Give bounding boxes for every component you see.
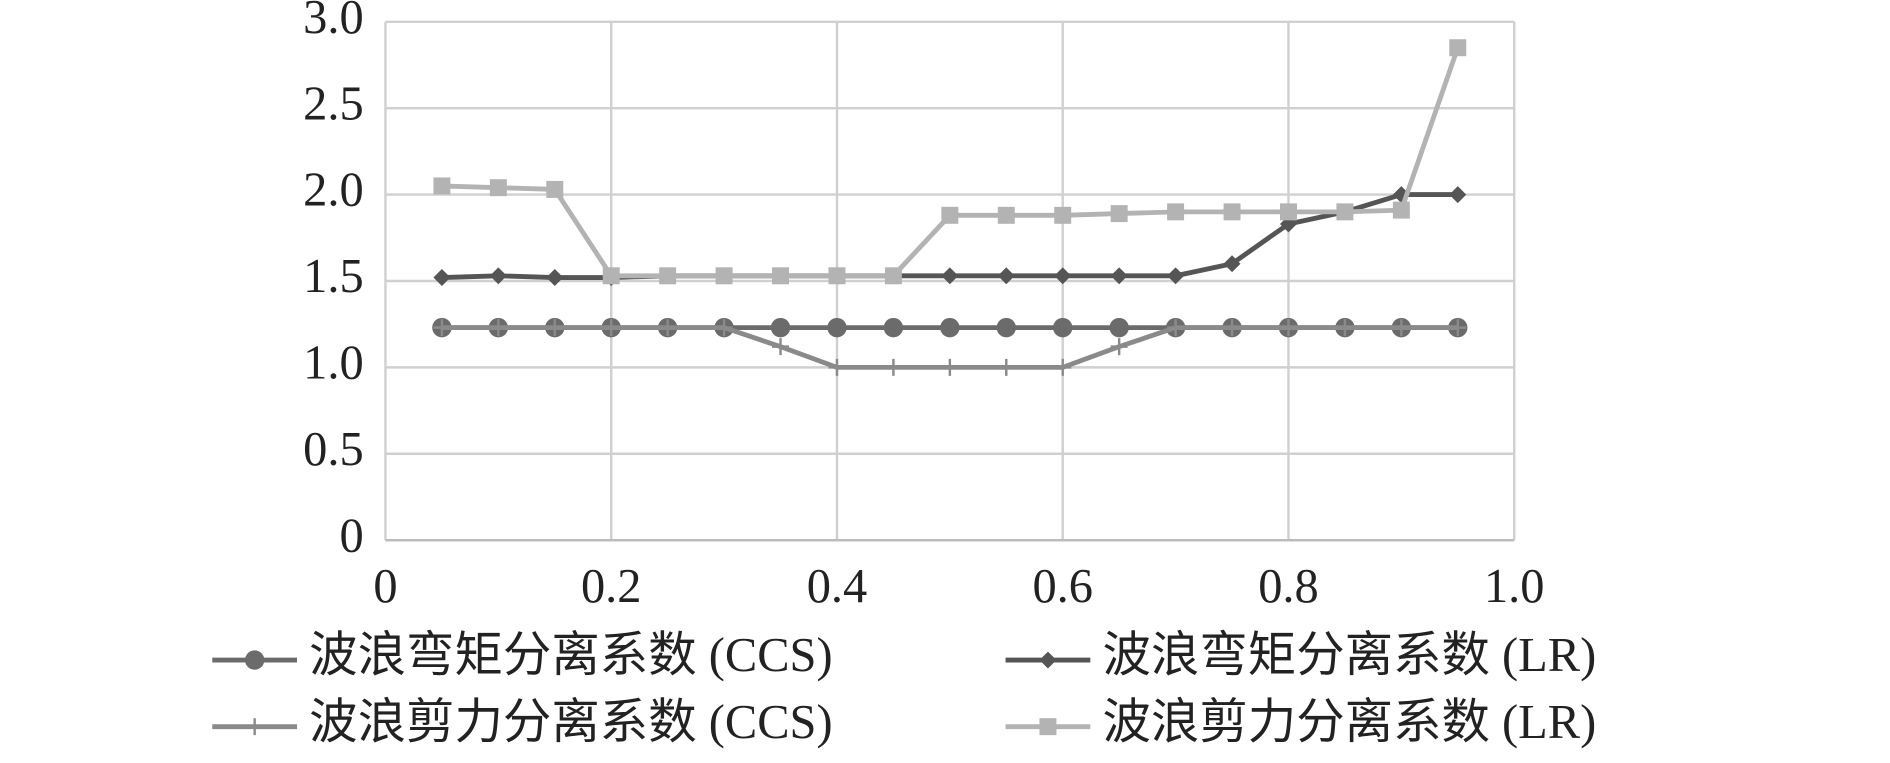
data-point xyxy=(602,267,620,285)
data-point xyxy=(1392,319,1410,337)
data-point xyxy=(940,317,960,338)
legend-label: 波浪弯矩分离系数 (CCS) xyxy=(309,628,832,682)
y-tick-label: 1.0 xyxy=(303,336,364,389)
data-point xyxy=(1336,203,1354,221)
x-tick-label: 0.6 xyxy=(1032,560,1093,613)
data-point xyxy=(1053,317,1073,338)
data-point xyxy=(997,267,1015,285)
data-point xyxy=(1279,203,1297,221)
data-point xyxy=(1392,201,1410,219)
data-point xyxy=(827,317,847,338)
x-tick-label: 0.8 xyxy=(1258,560,1319,613)
data-point xyxy=(602,319,620,337)
data-point xyxy=(772,267,790,285)
data-point xyxy=(941,358,959,376)
data-point xyxy=(659,267,677,285)
data-point xyxy=(883,317,904,338)
data-point xyxy=(941,206,959,224)
x-tick-label: 0.2 xyxy=(581,560,642,613)
y-tick-label: 2.0 xyxy=(303,164,364,217)
data-point xyxy=(1109,317,1129,338)
legend-label: 波浪弯矩分离系数 (LR) xyxy=(1102,628,1596,682)
data-point xyxy=(996,317,1016,338)
data-point xyxy=(1449,186,1467,204)
data-point xyxy=(715,267,733,285)
data-point xyxy=(433,269,451,286)
y-tick-label: 1.5 xyxy=(303,250,364,303)
data-point xyxy=(1336,319,1354,337)
data-point xyxy=(546,319,564,337)
data-point xyxy=(770,317,791,338)
data-point xyxy=(489,319,507,337)
data-point xyxy=(1110,267,1128,285)
data-point xyxy=(828,358,846,376)
data-point xyxy=(659,319,677,337)
x-tick-label: 0.4 xyxy=(807,560,868,613)
data-point xyxy=(997,206,1015,224)
y-tick-label: 3.0 xyxy=(303,0,364,44)
x-tick-label: 1.0 xyxy=(1484,560,1545,613)
data-point xyxy=(715,319,733,337)
y-tick-label: 2.5 xyxy=(303,77,364,130)
data-point xyxy=(997,358,1015,376)
x-tick-label: 0 xyxy=(373,560,397,613)
legend-marker xyxy=(246,718,264,736)
data-point xyxy=(884,358,902,376)
data-point xyxy=(772,338,790,356)
data-point xyxy=(1223,203,1241,221)
data-point xyxy=(1449,39,1467,57)
data-point xyxy=(884,267,902,285)
legend-label: 波浪剪力分离系数 (LR) xyxy=(1102,696,1596,749)
data-point xyxy=(546,269,564,286)
data-point xyxy=(489,267,507,285)
data-point xyxy=(546,180,564,198)
data-point xyxy=(1223,319,1241,337)
data-point xyxy=(1110,205,1128,223)
data-point xyxy=(1167,319,1185,337)
data-point xyxy=(1054,206,1072,224)
data-point xyxy=(941,267,959,285)
y-tick-label: 0.5 xyxy=(303,423,364,476)
series-line xyxy=(441,46,1461,279)
data-point xyxy=(1449,319,1467,337)
data-point xyxy=(828,267,846,285)
legend-label: 波浪剪力分离系数 (CCS) xyxy=(309,696,832,749)
data-point xyxy=(433,319,451,337)
data-point xyxy=(1054,358,1072,376)
data-point xyxy=(489,179,507,197)
data-point xyxy=(433,177,451,195)
data-point xyxy=(1167,267,1185,285)
data-point xyxy=(1279,319,1297,337)
legend-marker xyxy=(1039,651,1057,669)
data-point xyxy=(1167,203,1185,221)
data-point xyxy=(1054,267,1072,285)
legend-marker xyxy=(1039,718,1057,736)
y-tick-label: 0 xyxy=(339,509,363,562)
data-point xyxy=(1110,338,1128,356)
legend-marker xyxy=(244,650,265,670)
